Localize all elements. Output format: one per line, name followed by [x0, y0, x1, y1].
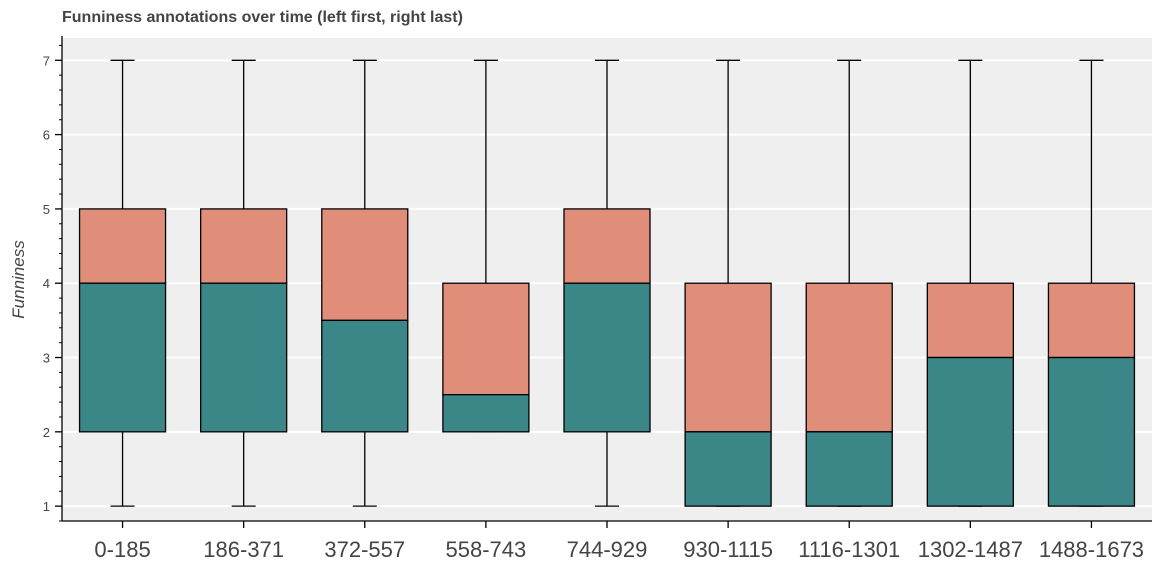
- upper-box: [684, 282, 772, 433]
- chart-title: Funniness annotations over time (left fi…: [62, 9, 463, 26]
- y-tick-label: 4: [43, 276, 50, 291]
- upper-box: [321, 208, 409, 322]
- lower-box: [684, 431, 772, 507]
- y-tick-label: 2: [43, 425, 50, 440]
- upper-box: [926, 282, 1014, 359]
- x-tick-label: 930-1115: [683, 537, 773, 562]
- upper-box: [200, 208, 288, 284]
- lower-box: [563, 282, 651, 433]
- axes: [55, 36, 1152, 528]
- x-tick-label: 558-743: [446, 537, 527, 562]
- lower-box: [805, 431, 893, 507]
- x-tick-label: 744-929: [567, 537, 648, 562]
- x-tick-label: 1302-1487: [918, 537, 1023, 562]
- x-tick-label: 186-371: [203, 537, 284, 562]
- upper-box: [1047, 282, 1136, 359]
- lower-box: [1047, 356, 1136, 507]
- y-tick-label: 5: [43, 202, 50, 217]
- upper-box: [805, 282, 893, 433]
- upper-box: [442, 282, 530, 396]
- boxes: [78, 208, 1136, 507]
- x-tick-labels: 0-185 186-371 372-557 558-743 744-929 930-111…: [94, 537, 1144, 562]
- y-axis-label: Funniness: [9, 240, 28, 319]
- x-tick-label: 0-185: [94, 537, 150, 562]
- y-tick-label: 7: [43, 53, 50, 68]
- lower-box: [78, 282, 167, 433]
- upper-box: [563, 208, 651, 284]
- y-tick-labels: 1 2 3 4 5 6 7: [43, 53, 50, 514]
- lower-box: [200, 282, 288, 433]
- y-tick-label: 6: [43, 128, 50, 143]
- y-tick-label: 1: [43, 499, 50, 514]
- x-tick-label: 1488-1673: [1039, 537, 1144, 562]
- lower-box: [926, 356, 1014, 507]
- lower-box: [321, 319, 409, 433]
- x-tick-label: 1116-1301: [798, 537, 900, 562]
- lower-box: [442, 394, 530, 433]
- y-tick-label: 3: [43, 351, 50, 366]
- upper-box: [78, 208, 167, 284]
- x-tick-label: 372-557: [324, 537, 405, 562]
